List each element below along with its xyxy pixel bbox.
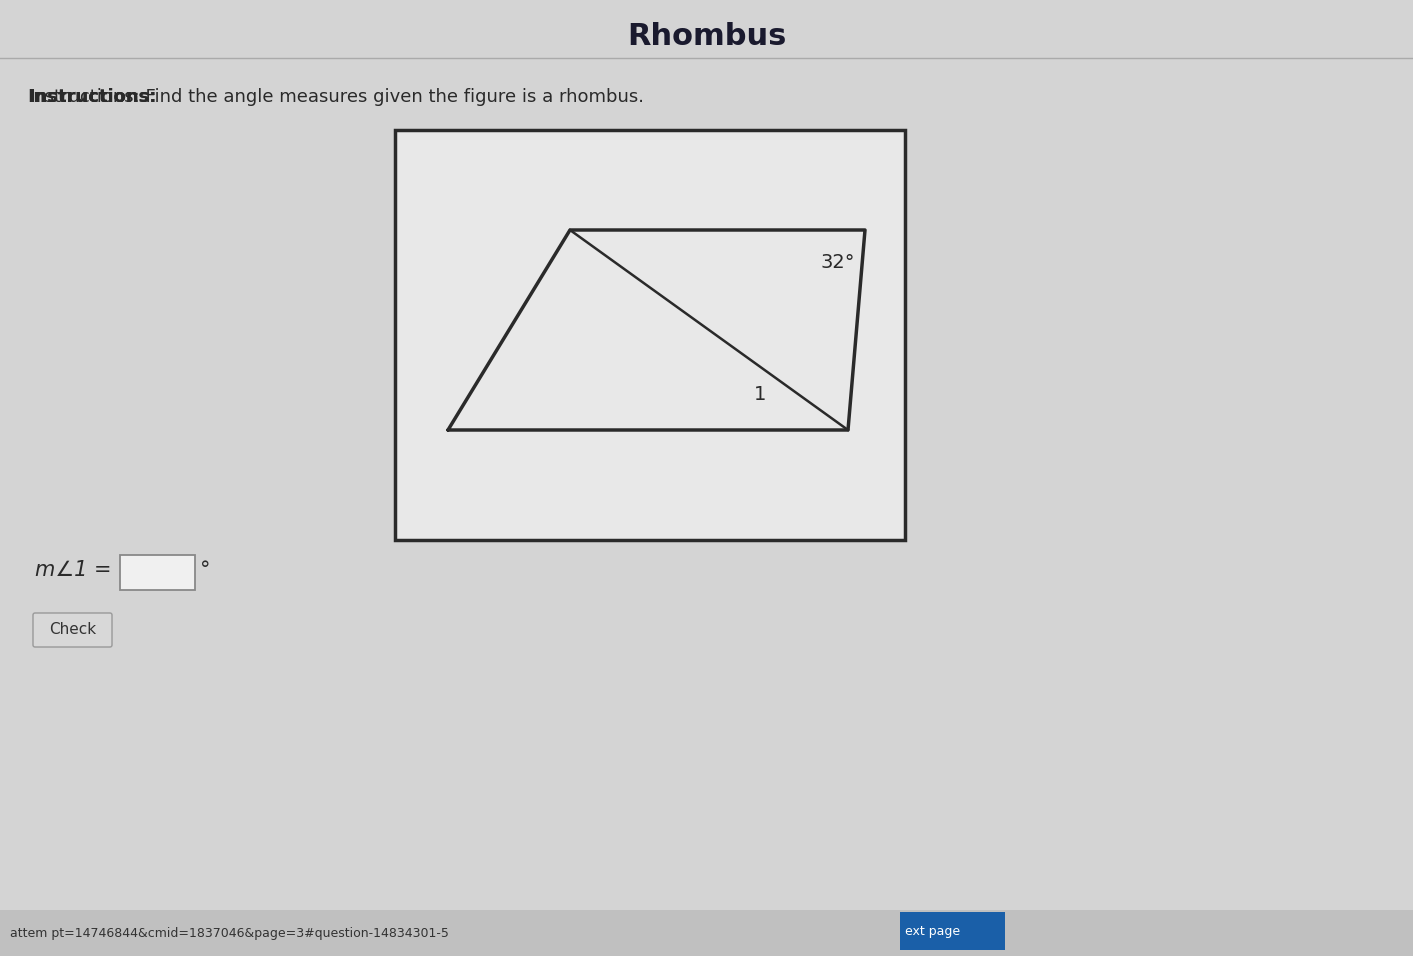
Text: Rhombus: Rhombus — [627, 22, 786, 51]
Bar — [396, 130, 904, 540]
Bar — [120, 555, 195, 590]
Text: m∠1 =: m∠1 = — [35, 560, 112, 580]
Bar — [0, 910, 1413, 956]
Text: attem pt=14746844&cmid=1837046&page=3#question-14834301-5: attem pt=14746844&cmid=1837046&page=3#qu… — [10, 926, 449, 940]
Text: Instructions:: Instructions: — [28, 88, 157, 106]
Bar — [900, 912, 1005, 950]
Text: Check: Check — [49, 622, 96, 638]
Text: ext page: ext page — [904, 924, 959, 938]
FancyBboxPatch shape — [32, 613, 112, 647]
Text: Instructions: Find the angle measures given the figure is a rhombus.: Instructions: Find the angle measures gi… — [28, 88, 644, 106]
Text: 1: 1 — [753, 385, 766, 404]
Text: 32°: 32° — [820, 253, 855, 272]
Text: °: ° — [201, 560, 211, 580]
Text: Instructions:: Instructions: — [28, 88, 157, 106]
